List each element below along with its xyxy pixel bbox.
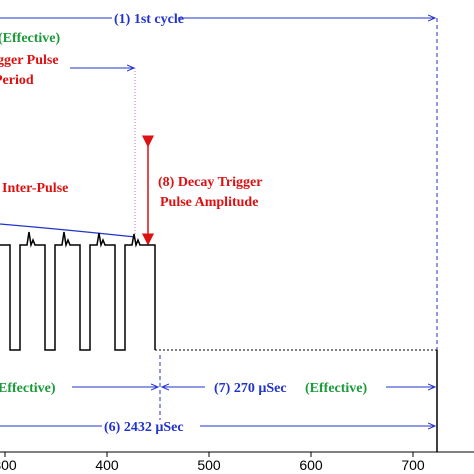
tick-label: 500 xyxy=(197,457,221,473)
label: (Effective) xyxy=(0,31,61,46)
decay-curve xyxy=(0,223,136,238)
ticks: 300 400 500 600 700 xyxy=(0,452,425,473)
tick-label: 300 xyxy=(0,457,17,473)
label: Period xyxy=(0,73,34,88)
label: Pulse Amplitude xyxy=(160,195,258,210)
label: (7) 270 µSec xyxy=(214,381,287,396)
label: (8) Decay Trigger xyxy=(158,175,262,190)
label: gger Pulse xyxy=(0,53,59,68)
label: Effective) xyxy=(0,381,56,396)
label: (6) 2432 µSec xyxy=(104,420,184,435)
waveform xyxy=(0,231,156,351)
tick-label: 400 xyxy=(95,457,119,473)
tick-label: 600 xyxy=(299,457,323,473)
label: Inter-Pulse xyxy=(2,181,68,196)
tick-label: 700 xyxy=(401,457,425,473)
label: (1) 1st cycle xyxy=(114,12,184,27)
label: (Effective) xyxy=(305,381,368,396)
